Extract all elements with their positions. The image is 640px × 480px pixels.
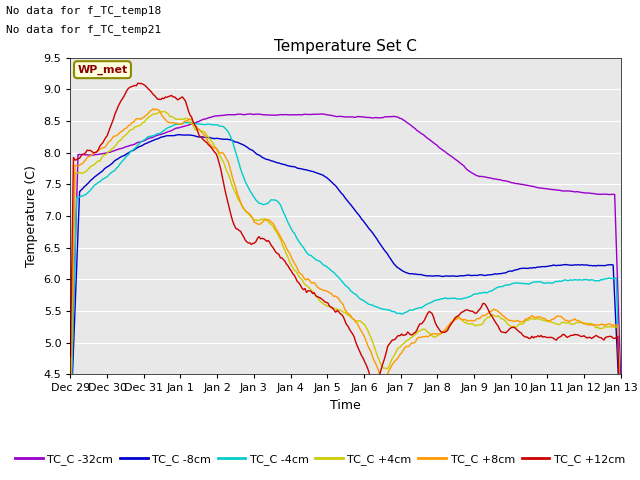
TC_C -32cm bbox=[248, 111, 255, 117]
Text: No data for f_TC_temp18: No data for f_TC_temp18 bbox=[6, 5, 162, 16]
TC_C +8cm bbox=[308, 280, 316, 286]
TC_C +12cm bbox=[617, 462, 625, 468]
TC_C +4cm bbox=[134, 123, 141, 129]
TC_C -8cm bbox=[588, 263, 595, 268]
TC_C +4cm bbox=[308, 288, 316, 294]
TC_C -4cm bbox=[617, 418, 625, 424]
TC_C -4cm bbox=[250, 195, 258, 201]
TC_C -4cm bbox=[260, 202, 268, 207]
TC_C +8cm bbox=[232, 186, 240, 192]
TC_C -4cm bbox=[67, 426, 74, 432]
TC_C +4cm bbox=[160, 108, 168, 114]
TC_C -32cm bbox=[134, 140, 141, 145]
TC_C -8cm bbox=[134, 144, 141, 150]
TC_C -32cm bbox=[588, 191, 595, 196]
TC_C -4cm bbox=[588, 277, 595, 283]
Line: TC_C +4cm: TC_C +4cm bbox=[70, 111, 621, 437]
TC_C +12cm bbox=[67, 354, 74, 360]
TC_C -32cm bbox=[67, 404, 74, 410]
TC_C -4cm bbox=[232, 150, 240, 156]
TC_C +4cm bbox=[588, 321, 595, 327]
TC_C +4cm bbox=[232, 191, 240, 196]
TC_C -32cm bbox=[250, 111, 258, 117]
TC_C +12cm bbox=[588, 336, 595, 341]
TC_C -4cm bbox=[308, 254, 316, 260]
TC_C +12cm bbox=[308, 291, 316, 297]
Line: TC_C -4cm: TC_C -4cm bbox=[70, 122, 621, 429]
Text: No data for f_TC_temp21: No data for f_TC_temp21 bbox=[6, 24, 162, 35]
TC_C +4cm bbox=[250, 217, 258, 223]
TC_C -8cm bbox=[260, 155, 268, 161]
TC_C -4cm bbox=[188, 120, 195, 125]
TC_C -8cm bbox=[617, 426, 625, 432]
TC_C +8cm bbox=[250, 219, 258, 225]
TC_C -8cm bbox=[175, 132, 183, 137]
TC_C +8cm bbox=[260, 218, 268, 224]
TC_C +8cm bbox=[617, 434, 625, 440]
TC_C +8cm bbox=[588, 322, 595, 328]
TC_C +12cm bbox=[260, 236, 268, 241]
TC_C -8cm bbox=[308, 168, 316, 174]
Legend: TC_C -32cm, TC_C -8cm, TC_C -4cm, TC_C +4cm, TC_C +8cm, TC_C +12cm: TC_C -32cm, TC_C -8cm, TC_C -4cm, TC_C +… bbox=[10, 450, 630, 469]
Line: TC_C +12cm: TC_C +12cm bbox=[70, 83, 621, 465]
Title: Temperature Set C: Temperature Set C bbox=[274, 39, 417, 54]
TC_C +8cm bbox=[149, 106, 157, 112]
TC_C +12cm bbox=[136, 81, 143, 86]
Line: TC_C -32cm: TC_C -32cm bbox=[70, 114, 621, 407]
TC_C +4cm bbox=[617, 434, 625, 440]
TC_C -32cm bbox=[260, 112, 268, 118]
Line: TC_C -8cm: TC_C -8cm bbox=[70, 134, 621, 429]
TC_C -32cm bbox=[230, 112, 238, 118]
TC_C +12cm bbox=[232, 226, 240, 231]
Y-axis label: Temperature (C): Temperature (C) bbox=[25, 165, 38, 267]
TC_C -8cm bbox=[232, 139, 240, 145]
TC_C +8cm bbox=[67, 408, 74, 414]
TC_C +12cm bbox=[250, 240, 258, 246]
TC_C +12cm bbox=[134, 80, 141, 86]
TC_C +8cm bbox=[134, 116, 141, 122]
TC_C -32cm bbox=[617, 378, 625, 384]
TC_C -4cm bbox=[134, 142, 141, 148]
X-axis label: Time: Time bbox=[330, 399, 361, 412]
TC_C +4cm bbox=[67, 415, 74, 420]
Line: TC_C +8cm: TC_C +8cm bbox=[70, 109, 621, 437]
TC_C -32cm bbox=[308, 111, 316, 117]
TC_C -8cm bbox=[67, 425, 74, 431]
TC_C -8cm bbox=[250, 149, 258, 155]
Text: WP_met: WP_met bbox=[77, 64, 127, 75]
TC_C +4cm bbox=[260, 216, 268, 222]
